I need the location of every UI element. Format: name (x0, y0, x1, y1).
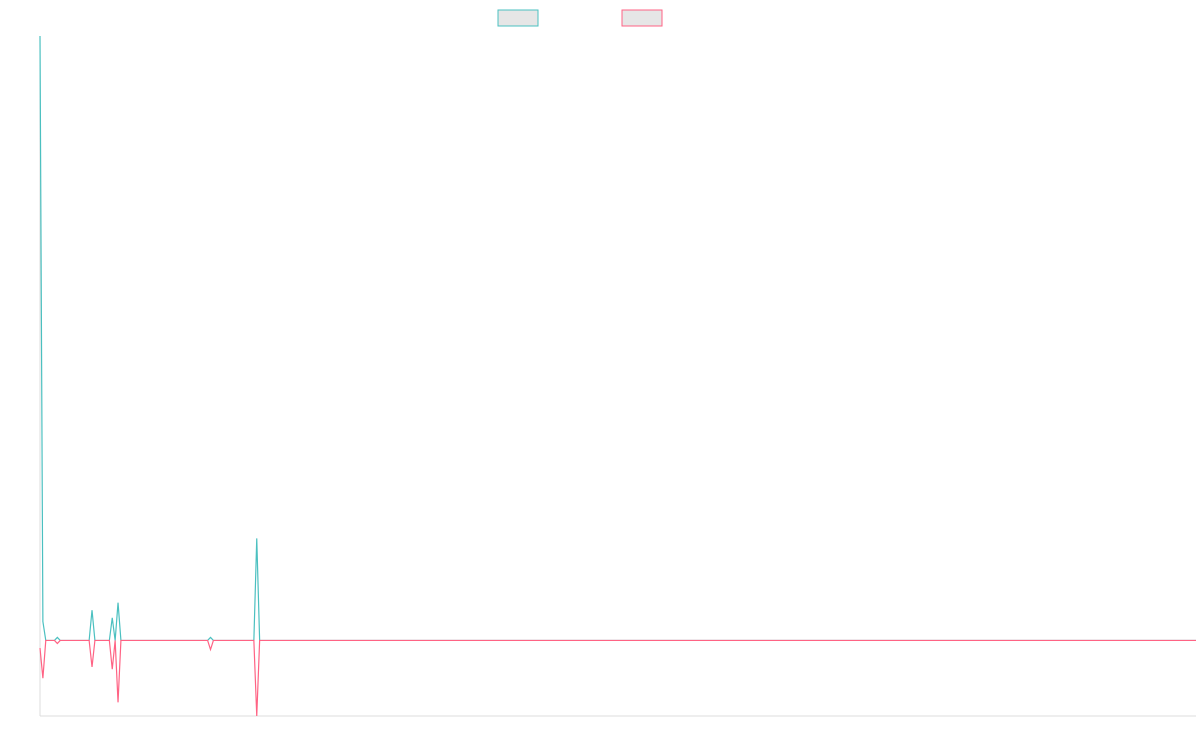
legend-swatch-2[interactable] (621, 9, 663, 27)
series-line-1 (39, 35, 1196, 642)
legend (497, 9, 663, 27)
series-line-2 (39, 639, 1196, 717)
series-layer (39, 35, 1196, 717)
axes (39, 36, 1196, 717)
legend-swatch-1[interactable] (497, 9, 539, 27)
